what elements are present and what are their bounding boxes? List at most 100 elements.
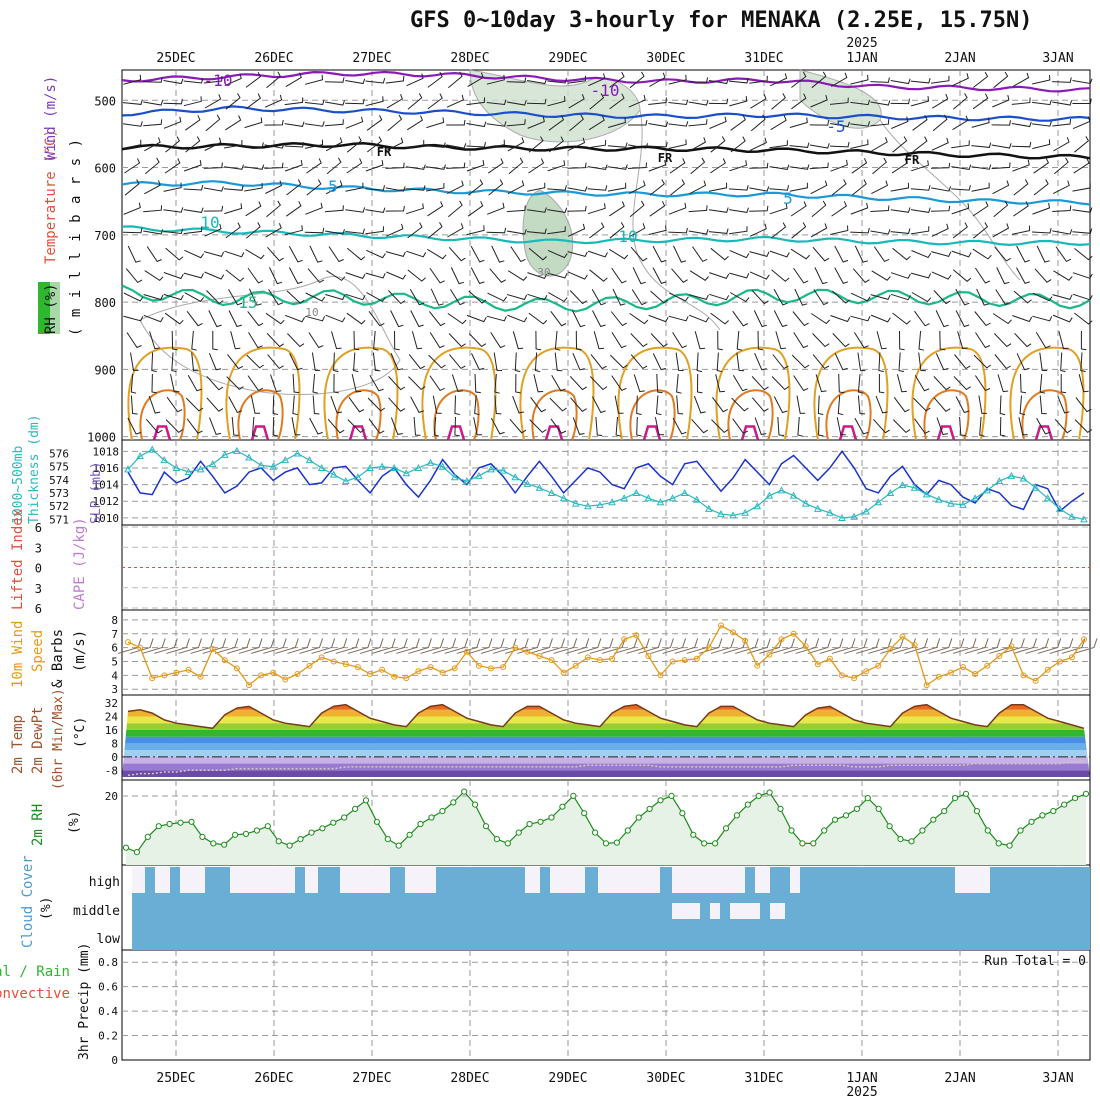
rh-point — [253, 827, 260, 834]
wind-barb — [736, 352, 745, 372]
wind-barb — [550, 311, 567, 327]
wind-barb — [365, 96, 384, 107]
wind-tick-label: 5 — [111, 656, 118, 669]
thickness-point — [644, 494, 653, 502]
temp-band — [122, 723, 1090, 730]
wind-barb — [165, 136, 181, 153]
wind-barb — [1039, 373, 1046, 394]
wind-barb — [914, 310, 930, 327]
rh-point — [232, 831, 239, 838]
thickness-point — [898, 481, 907, 489]
wind-barb — [454, 416, 460, 437]
wind-barb — [813, 289, 829, 306]
wind-barb — [209, 417, 222, 435]
wind-barb — [857, 395, 866, 415]
wind-barb — [830, 121, 850, 128]
wind-barb — [890, 228, 911, 234]
temp-tick-label: 24 — [105, 710, 119, 723]
wind-barb — [910, 185, 931, 191]
wind-barb — [793, 267, 809, 284]
wind-barb — [857, 373, 864, 394]
wind-speed-point — [693, 655, 700, 662]
wind-barb — [648, 314, 669, 323]
thickness-point — [608, 498, 616, 506]
wind-barb — [426, 117, 445, 129]
thickness-point — [571, 499, 580, 507]
wind-barb — [910, 272, 932, 279]
precip-tick-label: 0 — [111, 1054, 118, 1067]
wind-barb — [1013, 179, 1029, 196]
wind-barb — [973, 222, 989, 239]
wind-barb — [149, 331, 160, 350]
temp-tick-label: 32 — [105, 697, 118, 710]
isotherm-hot — [250, 425, 270, 441]
wind-barb — [411, 331, 423, 350]
wind-barb — [407, 222, 423, 239]
wind-barb — [1058, 331, 1069, 350]
isotherm-warm — [617, 346, 693, 441]
wind-barb — [1033, 158, 1050, 174]
wind-barb — [429, 267, 445, 284]
wind-speed-point — [996, 653, 1003, 659]
wind-tick-label: 7 — [111, 628, 118, 641]
wind10m-unit-label: (m/s) — [72, 630, 88, 672]
wind-barb — [567, 205, 587, 212]
wind-barb — [954, 354, 971, 370]
wind-barb — [386, 223, 404, 237]
wind-barb — [668, 121, 689, 127]
wind-barb — [751, 290, 769, 305]
wind-barb — [515, 373, 521, 394]
wind-barb — [918, 330, 925, 351]
surface-wind-barb — [614, 638, 638, 654]
thickness-point — [475, 471, 483, 479]
thickness-point — [620, 494, 628, 502]
surface-wind-barb — [420, 638, 445, 654]
wind-barb — [587, 203, 606, 215]
wind-barb — [689, 270, 709, 281]
wind-barb — [526, 228, 547, 234]
lifted-tick-label: 6 — [35, 521, 42, 535]
wind-barb — [994, 246, 1011, 262]
wind-barb — [163, 293, 184, 301]
surface-wind-barb — [371, 638, 396, 654]
wind-barb — [588, 115, 605, 131]
wind-barb — [1052, 77, 1072, 83]
wind-barb — [991, 143, 1012, 149]
wind-barb — [691, 418, 709, 434]
wind-barb — [247, 267, 264, 284]
thickness-point — [523, 479, 532, 487]
wind-barb — [446, 143, 467, 149]
wind-speed-point — [681, 657, 688, 664]
wind-speed-point — [1044, 666, 1051, 673]
rh-point — [493, 836, 500, 843]
cloud-gap-high — [525, 867, 540, 893]
wind-barb — [792, 311, 809, 327]
rh-point — [1028, 818, 1035, 825]
thickness-point — [124, 465, 132, 473]
wind-barb — [164, 312, 184, 325]
thickness-point — [983, 486, 992, 494]
wind-barb — [186, 310, 203, 327]
wind-barb — [365, 226, 384, 235]
wind-barb — [628, 180, 646, 195]
thickness-point — [692, 495, 701, 503]
wind-barb — [1016, 267, 1030, 285]
wind-barb — [830, 72, 848, 87]
thickness-point — [378, 462, 386, 470]
rh-point — [1017, 827, 1024, 834]
wind-barb — [353, 330, 360, 351]
thickness-tick-label: 575 — [49, 461, 69, 474]
surface-wind-barb — [892, 638, 916, 654]
wind-barb — [449, 289, 465, 306]
wind-barb — [446, 180, 464, 195]
thickness-point — [317, 463, 326, 472]
wind-barb — [163, 98, 183, 105]
wind-speed-point — [270, 669, 277, 676]
lifted-tick-label: 3 — [35, 582, 42, 596]
wind-barb — [366, 136, 383, 153]
wind-barb — [330, 395, 343, 414]
wind-barb — [628, 143, 649, 149]
wind-barb — [996, 267, 1010, 285]
rh-point — [1039, 812, 1046, 819]
isotherm-label: 5 — [783, 189, 793, 208]
